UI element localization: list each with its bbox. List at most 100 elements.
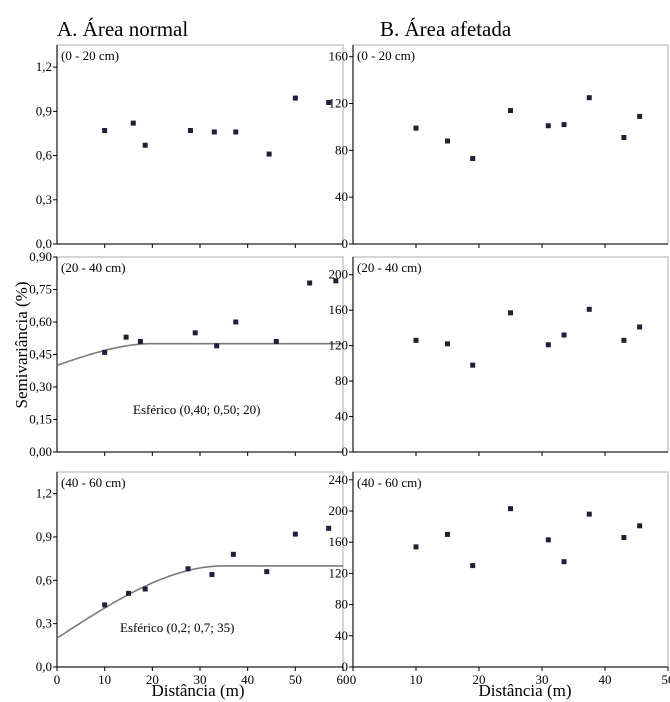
data-point: [586, 511, 592, 517]
y-tick-label: 80: [335, 142, 348, 157]
panel-frame: [56, 471, 344, 668]
x-axis-label-b: Distância (m): [479, 681, 572, 700]
data-point: [326, 525, 332, 531]
y-tick-label: 160: [329, 534, 349, 549]
data-point: [211, 129, 217, 135]
data-point: [142, 142, 148, 148]
panel-frame: [56, 256, 344, 453]
x-tick-label: 60: [337, 672, 350, 687]
column-title-a: A. Área normal: [57, 17, 188, 41]
model-annotation: Esférico (0,2; 0,7; 35): [120, 620, 234, 635]
data-point: [126, 590, 131, 596]
data-point: [123, 334, 129, 340]
data-point: [102, 349, 108, 355]
data-point: [102, 602, 108, 608]
data-point: [142, 586, 148, 592]
y-tick-label: 40: [335, 628, 348, 643]
x-tick-label: 50: [289, 672, 302, 687]
data-point: [307, 280, 313, 286]
y-tick-label: 0,0: [36, 659, 52, 674]
data-point: [333, 278, 339, 284]
depth-label: (40 - 60 cm): [357, 475, 422, 490]
y-tick-label: 160: [329, 302, 349, 317]
y-tick-label: 0: [342, 444, 349, 459]
y-tick-label: 80: [335, 373, 348, 388]
data-point: [445, 138, 450, 144]
panel-B1: 0 40 80 120 160 (0 - 20 cm): [329, 44, 669, 251]
y-tick-label: 0,45: [29, 347, 52, 362]
data-point: [621, 337, 627, 343]
data-point: [326, 99, 332, 105]
y-tick-label: 0,3: [36, 192, 52, 207]
y-tick-label: 160: [329, 49, 349, 64]
data-point: [621, 134, 627, 140]
y-tick-label: 0,9: [36, 529, 52, 544]
panel-frame: [56, 44, 344, 245]
y-tick-label: 0,60: [29, 314, 52, 329]
data-point: [561, 122, 567, 128]
data-point: [545, 342, 551, 348]
data-point: [130, 120, 136, 126]
x-tick-label: 50: [662, 672, 670, 687]
data-point: [187, 127, 193, 133]
y-tick-label: 40: [335, 409, 348, 424]
y-tick-label: 0,6: [36, 148, 53, 163]
data-point: [561, 332, 567, 338]
x-tick-label: 40: [599, 672, 612, 687]
data-point: [508, 108, 513, 114]
x-tick-label: 10: [410, 672, 423, 687]
y-tick-label: 0,00: [29, 444, 52, 459]
data-point: [445, 341, 450, 347]
data-point: [264, 569, 270, 575]
data-point: [508, 506, 513, 512]
x-tick-label: 20: [146, 672, 159, 687]
data-point: [470, 156, 476, 162]
y-tick-label: 0: [342, 659, 349, 674]
data-point: [230, 551, 236, 557]
data-point: [233, 129, 239, 135]
y-tick-label: 120: [329, 565, 349, 580]
data-point: [637, 324, 643, 330]
depth-label: (0 - 20 cm): [61, 48, 119, 63]
panel-frame: [352, 256, 669, 453]
panel-A3: 0,0 0,3 0,6 0,9 1,2 0 10 20 30 40 50 60 (40 - 60 cm)…: [36, 471, 350, 687]
y-tick-label: 0,6: [36, 572, 53, 587]
depth-label: (20 - 40 cm): [61, 260, 126, 275]
panel-B3: 0 40 80 120 160 200 240 0 10 20 30 40 50 (40 - 60 cm): [329, 471, 670, 687]
panel-frame: [352, 471, 669, 668]
model-curve: [56, 565, 343, 639]
data-point: [233, 319, 239, 325]
x-tick-label: 40: [241, 672, 254, 687]
panels: 0,0 0,3 0,6 0,9 1,2 (0 - 20 cm) 0 40 80 120 160 (0 …: [29, 44, 670, 687]
x-axis-label-a: Distância (m): [152, 681, 245, 700]
data-point: [470, 362, 476, 368]
y-tick-label: 0,0: [36, 236, 52, 251]
column-title-b: B. Área afetada: [380, 17, 512, 41]
data-point: [637, 523, 643, 529]
y-tick-label: 1,2: [36, 486, 52, 501]
panel-frame: [352, 44, 669, 245]
data-point: [102, 127, 108, 133]
y-tick-label: 0,30: [29, 379, 52, 394]
x-tick-label: 30: [536, 672, 549, 687]
y-tick-label: 0,90: [29, 249, 52, 264]
y-tick-label: 1,2: [36, 59, 52, 74]
data-point: [209, 572, 215, 578]
y-tick-label: 0,3: [36, 616, 52, 631]
data-point: [266, 151, 272, 157]
data-point: [508, 310, 513, 316]
y-tick-label: 0,9: [36, 103, 52, 118]
data-point: [561, 559, 567, 565]
y-tick-label: 0,15: [29, 412, 52, 427]
data-point: [192, 330, 198, 336]
data-point: [137, 339, 143, 344]
panel-B2: 0 40 80 120 160 200 (20 - 40 cm): [329, 256, 669, 459]
y-tick-label: 120: [329, 338, 349, 353]
data-point: [637, 113, 643, 119]
x-tick-label: 20: [473, 672, 486, 687]
panel-A2: 0,00 0,15 0,30 0,45 0,60 0,75 0,90 (20 - 40 cm)…: [29, 249, 344, 459]
data-point: [545, 537, 551, 543]
y-tick-label: 40: [335, 189, 348, 204]
data-point: [214, 343, 220, 349]
